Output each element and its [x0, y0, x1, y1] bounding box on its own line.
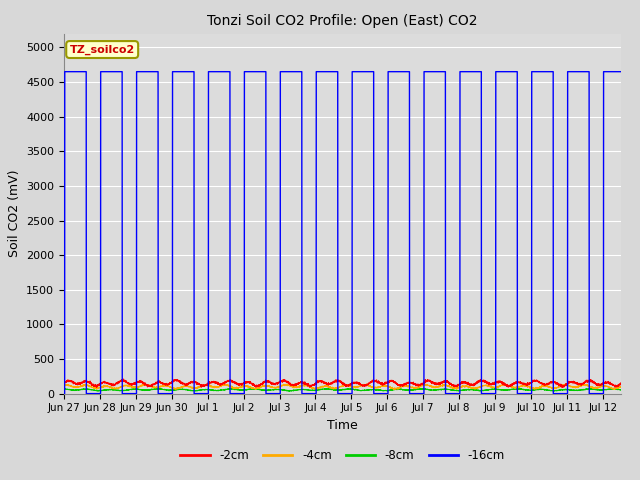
Title: Tonzi Soil CO2 Profile: Open (East) CO2: Tonzi Soil CO2 Profile: Open (East) CO2	[207, 14, 477, 28]
X-axis label: Time: Time	[327, 419, 358, 432]
Legend: -2cm, -4cm, -8cm, -16cm: -2cm, -4cm, -8cm, -16cm	[175, 444, 509, 467]
Text: TZ_soilco2: TZ_soilco2	[70, 44, 135, 55]
Y-axis label: Soil CO2 (mV): Soil CO2 (mV)	[8, 170, 20, 257]
